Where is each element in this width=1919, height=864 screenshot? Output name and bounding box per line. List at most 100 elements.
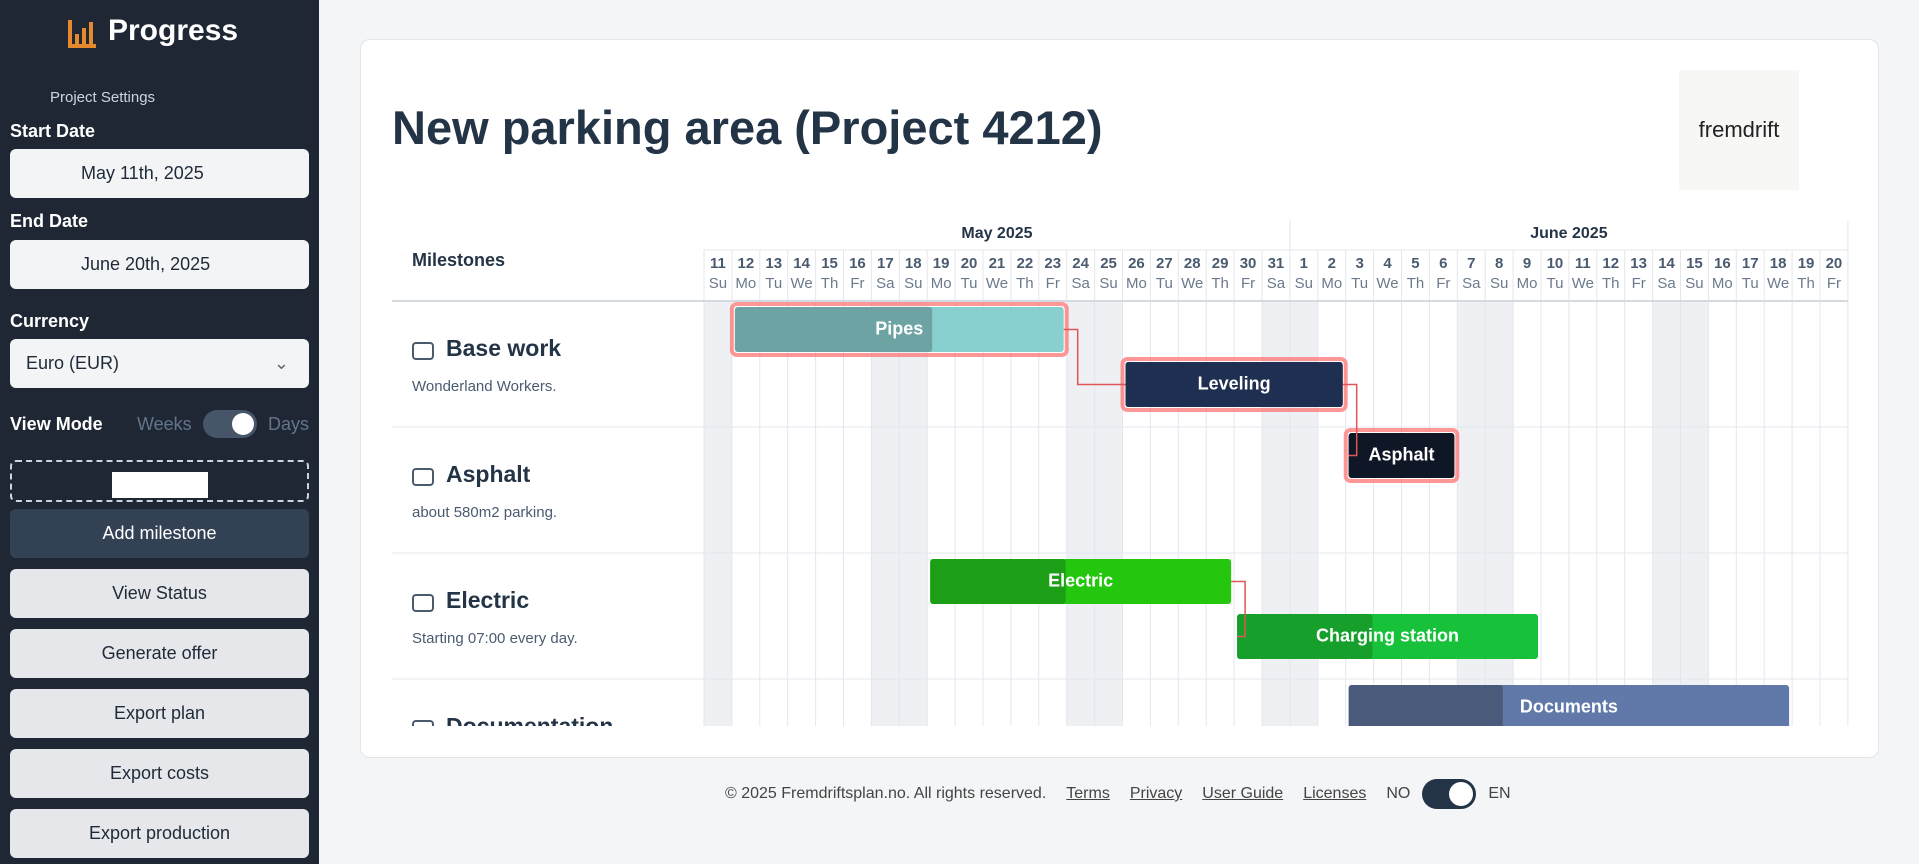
milestone-icon xyxy=(412,720,434,726)
weekday: Tu xyxy=(961,275,978,292)
weekend-shade xyxy=(1680,301,1709,726)
milestones-header: Milestones xyxy=(412,250,505,270)
weekday: Mo xyxy=(931,275,952,292)
weekday: Fr xyxy=(1046,275,1060,292)
day-number: 17 xyxy=(1742,255,1759,272)
weekend-shade xyxy=(1457,301,1486,726)
weekend-shade xyxy=(899,301,928,726)
view-days: Days xyxy=(268,414,310,434)
task-bar-progress xyxy=(734,307,933,352)
sidebar-button[interactable]: Export costs xyxy=(10,749,309,798)
milestone-name: Electric xyxy=(446,587,529,613)
weekday: Fr xyxy=(1827,275,1841,292)
sidebar-button[interactable]: Export plan xyxy=(10,689,309,738)
milestone-name: Documentation xyxy=(446,713,613,726)
button-label: View Status xyxy=(112,583,207,603)
weekday: Mo xyxy=(1126,275,1147,292)
copyright: © 2025 Fremdriftsplan.no. All rights res… xyxy=(725,785,1047,802)
day-number: 28 xyxy=(1184,255,1201,272)
day-number: 20 xyxy=(1826,255,1843,272)
milestone-icon xyxy=(412,342,434,360)
button-label: Add milestone xyxy=(102,523,217,543)
milestone-name: Base work xyxy=(446,335,561,361)
weekday: We xyxy=(1572,275,1594,292)
weekday: Fr xyxy=(1436,275,1450,292)
day-number: 9 xyxy=(1523,255,1531,272)
weekday: Mo xyxy=(1712,275,1733,292)
brand: Progress xyxy=(108,14,239,47)
task-label: Charging station xyxy=(1316,625,1459,645)
day-number: 16 xyxy=(849,255,866,272)
day-number: 4 xyxy=(1383,255,1392,272)
day-number: 21 xyxy=(989,255,1006,272)
day-number: 23 xyxy=(1044,255,1061,272)
day-number: 18 xyxy=(1770,255,1787,272)
lang-toggle[interactable] xyxy=(1422,779,1477,809)
footer-link[interactable]: Terms xyxy=(1066,785,1110,802)
footer-link[interactable]: Licenses xyxy=(1303,785,1367,802)
currency: Euro (EUR) xyxy=(26,353,120,373)
day-number: 1 xyxy=(1300,255,1308,272)
milestone-description: about 580m2 parking. xyxy=(412,504,557,521)
currency-select[interactable]: Euro (EUR) ⌄ xyxy=(10,339,309,388)
logo-text: fremdrift xyxy=(1698,117,1780,142)
day-number: 25 xyxy=(1100,255,1117,272)
weekday: Su xyxy=(904,275,922,292)
brand-icon xyxy=(68,20,96,48)
button-label: Export production xyxy=(88,823,231,843)
weekday: Sa xyxy=(876,275,895,292)
end-date-input[interactable]: June 20th, 2025 xyxy=(10,240,309,289)
day-number: 6 xyxy=(1439,255,1447,272)
weekday: We xyxy=(791,275,813,292)
milestone-icon xyxy=(412,468,434,486)
day-number: 3 xyxy=(1355,255,1363,272)
day-number: 31 xyxy=(1268,255,1285,272)
view-weeks: Weeks xyxy=(137,414,192,434)
weekday: Tu xyxy=(1156,275,1173,292)
day-number: 19 xyxy=(933,255,950,272)
sidebar-button[interactable]: Generate offer xyxy=(10,629,309,678)
weekend-shade xyxy=(1066,301,1095,726)
milestone-description: Starting 07:00 every day. xyxy=(412,630,578,647)
footer-link[interactable]: Privacy xyxy=(1129,785,1183,802)
task-label: Pipes xyxy=(875,318,923,338)
weekend-shade xyxy=(1094,301,1123,726)
sidebar-button[interactable]: Add milestone xyxy=(10,509,309,558)
day-number: 5 xyxy=(1411,255,1419,272)
weekday: Mo xyxy=(1517,275,1538,292)
project-title: New parking area (Project 4212) xyxy=(392,101,1103,154)
task-bar-progress xyxy=(1237,614,1373,659)
day-number: 29 xyxy=(1212,255,1229,272)
month-label: May 2025 xyxy=(961,225,1032,242)
view-toggle[interactable] xyxy=(203,410,257,438)
sidebar-button[interactable]: Export production xyxy=(10,809,309,858)
weekday: Su xyxy=(709,275,727,292)
start-date-label: Start Date xyxy=(10,121,96,141)
day-number: 11 xyxy=(1575,255,1591,272)
currency-label: Currency xyxy=(10,311,90,331)
day-number: 20 xyxy=(961,255,978,272)
day-number: 13 xyxy=(765,255,782,272)
start-date-input[interactable]: May 11th, 2025 xyxy=(10,149,309,198)
weekend-shade xyxy=(704,301,732,726)
day-number: 2 xyxy=(1328,255,1336,272)
day-number: 30 xyxy=(1240,255,1257,272)
upload-box[interactable] xyxy=(10,460,309,502)
footer-link[interactable]: User Guide xyxy=(1202,785,1284,802)
day-number: 10 xyxy=(1547,255,1564,272)
weekend-shade xyxy=(1485,301,1514,726)
weekday: Tu xyxy=(1546,275,1563,292)
day-number: 14 xyxy=(793,255,810,272)
logo: fremdrift xyxy=(1679,70,1799,190)
task-bar-progress xyxy=(1348,433,1455,478)
day-number: 24 xyxy=(1072,255,1089,272)
day-number: 12 xyxy=(738,255,755,272)
weekday: Tu xyxy=(1351,275,1368,292)
day-number: 26 xyxy=(1128,255,1145,272)
sidebar-button[interactable]: View Status xyxy=(10,569,309,618)
dependency-line xyxy=(1063,328,1126,386)
footer: © 2025 Fremdriftsplan.no. All rights res… xyxy=(725,779,1511,809)
weekend-shade xyxy=(871,301,900,726)
start-date: May 11th, 2025 xyxy=(81,163,204,183)
weekday: We xyxy=(986,275,1008,292)
